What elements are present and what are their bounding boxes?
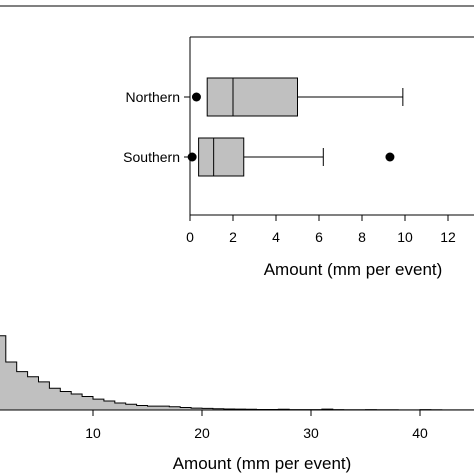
inset-x-tick-label: 2	[229, 229, 237, 245]
inset-x-ticks: 0 2 4 6 8 10 12	[186, 215, 456, 245]
category-label: Northern	[126, 89, 180, 105]
outlier-point	[187, 152, 197, 162]
histogram-x-axis-label: Amount (mm per event)	[173, 454, 352, 473]
histogram-x-tick-label: 30	[303, 425, 319, 441]
inset-x-tick-label: 6	[315, 229, 323, 245]
histogram-x-tick-label: 20	[194, 425, 210, 441]
iqr-box	[198, 137, 245, 177]
histogram: 10 20 30 40 Amount (mm per event)	[0, 335, 474, 473]
boxplot-boxes: Northern Southern	[123, 77, 404, 177]
histogram-x-ticks: 10 20 30 40	[85, 410, 428, 441]
category-label: Southern	[123, 149, 180, 165]
inset-x-axis-label: Amount (mm per event)	[264, 260, 443, 279]
inset-boxplot: 0 2 4 6 8 10 12 Northern Southern Amount (mm pe…	[123, 36, 474, 279]
inset-x-tick-label: 12	[440, 229, 456, 245]
outlier-point	[191, 92, 201, 102]
histogram-x-tick-label: 10	[85, 425, 101, 441]
histogram-area	[0, 335, 474, 411]
outlier-point	[385, 152, 395, 162]
inset-x-tick-label: 4	[272, 229, 280, 245]
histogram-x-tick-label: 40	[412, 425, 428, 441]
boxplot-southern: Southern	[123, 137, 395, 177]
boxplot-northern: Northern	[126, 77, 404, 117]
inset-background	[190, 37, 474, 215]
inset-x-tick-label: 0	[186, 229, 194, 245]
inset-x-tick-label: 10	[397, 229, 413, 245]
inset-x-tick-label: 8	[358, 229, 366, 245]
iqr-box	[206, 77, 298, 117]
